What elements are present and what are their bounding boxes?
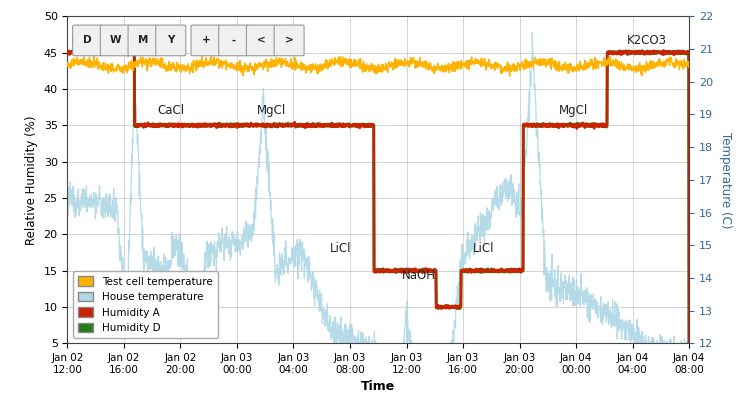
Text: >: > bbox=[285, 36, 294, 45]
Text: MgCl: MgCl bbox=[559, 103, 588, 116]
Y-axis label: Relative Humidity (%): Relative Humidity (%) bbox=[25, 115, 38, 244]
Text: -: - bbox=[231, 36, 236, 45]
Text: W: W bbox=[109, 36, 121, 45]
Text: LiCl: LiCl bbox=[330, 242, 351, 255]
Text: <: < bbox=[257, 36, 266, 45]
Text: CaCl: CaCl bbox=[157, 103, 185, 116]
Text: +: + bbox=[201, 36, 210, 45]
Text: D: D bbox=[83, 36, 92, 45]
Text: Y: Y bbox=[167, 36, 175, 45]
Text: K2CO3: K2CO3 bbox=[70, 34, 111, 47]
Text: K2CO3: K2CO3 bbox=[627, 34, 667, 47]
X-axis label: Time: Time bbox=[361, 380, 395, 393]
Text: MgCl: MgCl bbox=[257, 103, 286, 116]
Text: LiCl: LiCl bbox=[473, 242, 494, 255]
Legend: Test cell temperature, House temperature, Humidity A, Humidity D: Test cell temperature, House temperature… bbox=[73, 271, 218, 338]
Text: M: M bbox=[138, 36, 148, 45]
Text: NaOH: NaOH bbox=[402, 269, 436, 282]
Y-axis label: Temperature (C): Temperature (C) bbox=[720, 132, 733, 228]
